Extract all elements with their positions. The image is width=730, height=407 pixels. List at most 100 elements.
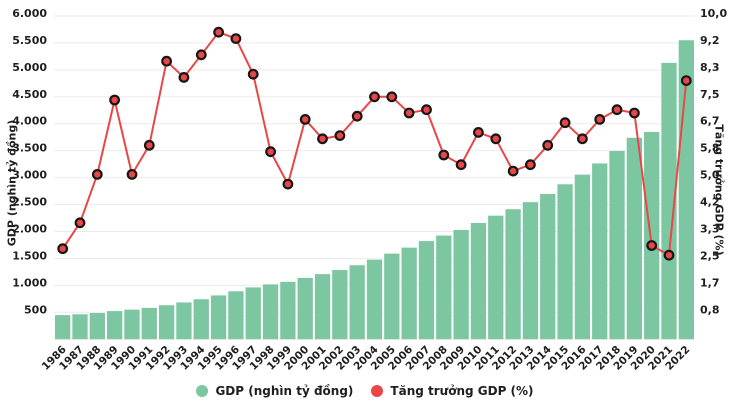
right-tick-8,3: 8,3 — [700, 61, 720, 74]
bar-1988[interactable] — [89, 313, 105, 340]
bar-1989[interactable] — [106, 311, 123, 340]
point-2018[interactable] — [611, 104, 623, 116]
gdp-legend-label: GDP (nghìn tỷ đồng) — [215, 384, 354, 398]
point-1996[interactable] — [230, 33, 242, 44]
left-tick-3.500: 3.500 — [12, 142, 47, 155]
point-2004[interactable] — [369, 91, 380, 103]
point-1987[interactable] — [74, 217, 86, 229]
legend-item-growth[interactable]: Tăng trưởng GDP (%) — [371, 384, 534, 398]
point-2000[interactable] — [299, 113, 311, 125]
bar-1990[interactable] — [124, 309, 140, 340]
point-2011[interactable] — [490, 133, 502, 145]
bar-2009[interactable] — [453, 229, 469, 340]
left-axis-title: GDP (nghìn tỷ đồng) — [5, 119, 19, 247]
bar-1986[interactable] — [55, 315, 71, 340]
point-1991[interactable] — [143, 139, 155, 151]
point-2009[interactable] — [455, 159, 467, 171]
right-tick-5,8: 5,8 — [700, 142, 720, 155]
point-1998[interactable] — [265, 146, 277, 158]
bar-2020[interactable] — [644, 131, 660, 340]
bar-2006[interactable] — [401, 247, 417, 340]
left-tick-2.000: 2.000 — [12, 223, 47, 236]
bar-2010[interactable] — [470, 222, 487, 340]
point-2015[interactable] — [559, 117, 571, 129]
point-2013[interactable] — [525, 159, 536, 171]
bar-2000[interactable] — [297, 277, 313, 340]
chart-legend: GDP (nghìn tỷ đồng) Tăng trưởng GDP (%) — [0, 384, 730, 398]
bar-1998[interactable] — [262, 284, 279, 340]
bar-2014[interactable] — [540, 193, 556, 340]
bar-2002[interactable] — [332, 270, 348, 340]
left-tick-6.000: 6.000 — [12, 7, 47, 20]
left-tick-3.000: 3.000 — [12, 169, 47, 182]
point-1988[interactable] — [91, 168, 103, 180]
bar-1996[interactable] — [228, 291, 244, 340]
point-2017[interactable] — [594, 113, 606, 125]
bar-2017[interactable] — [592, 163, 608, 340]
point-2005[interactable] — [386, 91, 398, 103]
left-tick-1.000: 1.000 — [12, 276, 47, 289]
point-2021[interactable] — [663, 249, 675, 261]
legend-item-gdp[interactable]: GDP (nghìn tỷ đồng) — [196, 384, 353, 398]
bar-2001[interactable] — [314, 274, 331, 340]
point-1999[interactable] — [282, 178, 294, 190]
bar-2021[interactable] — [661, 62, 677, 340]
bar-1997[interactable] — [245, 287, 261, 340]
point-2022[interactable] — [680, 75, 692, 86]
point-1995[interactable] — [213, 26, 225, 38]
bar-2019[interactable] — [626, 137, 643, 340]
bar-2003[interactable] — [349, 265, 365, 340]
bar-2013[interactable] — [522, 202, 539, 340]
right-tick-0,8: 0,8 — [700, 303, 720, 316]
bar-1987[interactable] — [72, 314, 88, 340]
left-tick-5.500: 5.500 — [12, 34, 47, 47]
bar-2015[interactable] — [557, 184, 573, 340]
line-series-growth — [57, 26, 692, 261]
point-1989[interactable] — [109, 94, 120, 106]
right-tick-2,5: 2,5 — [700, 249, 720, 262]
bar-2004[interactable] — [366, 259, 383, 340]
point-2008[interactable] — [438, 149, 450, 161]
bar-2018[interactable] — [609, 150, 625, 340]
bar-series-gdp — [55, 40, 694, 340]
point-2020[interactable] — [646, 240, 658, 251]
bar-1994[interactable] — [193, 299, 209, 340]
point-1997[interactable] — [247, 68, 259, 80]
bar-1991[interactable] — [141, 307, 157, 340]
right-tick-6,7: 6,7 — [700, 115, 720, 128]
point-2016[interactable] — [577, 133, 588, 145]
left-tick-2.500: 2.500 — [12, 196, 47, 209]
point-2014[interactable] — [542, 139, 554, 151]
point-1990[interactable] — [126, 168, 138, 180]
point-2007[interactable] — [421, 104, 432, 116]
bar-1995[interactable] — [210, 295, 227, 340]
left-tick-1.500: 1.500 — [12, 249, 47, 262]
point-1994[interactable] — [195, 49, 207, 61]
point-2010[interactable] — [473, 126, 484, 138]
bar-1999[interactable] — [280, 281, 296, 340]
bar-2007[interactable] — [418, 241, 435, 340]
point-2002[interactable] — [334, 130, 346, 142]
left-tick-4.500: 4.500 — [12, 88, 47, 101]
point-2003[interactable] — [351, 110, 363, 122]
point-2006[interactable] — [403, 107, 415, 119]
point-2019[interactable] — [629, 107, 640, 119]
gdp-legend-dot — [196, 385, 209, 397]
point-1992[interactable] — [161, 55, 173, 67]
point-1986[interactable] — [57, 243, 69, 255]
right-tick-7,5: 7,5 — [700, 88, 720, 101]
bar-2012[interactable] — [505, 209, 521, 340]
point-1993[interactable] — [178, 71, 190, 83]
point-2012[interactable] — [507, 165, 519, 177]
growth-legend-dot — [371, 385, 384, 397]
bar-2005[interactable] — [384, 253, 400, 340]
bar-2016[interactable] — [574, 174, 591, 340]
bar-2011[interactable] — [488, 215, 504, 340]
bar-1993[interactable] — [176, 302, 192, 340]
left-tick-500: 500 — [24, 303, 47, 316]
bar-1992[interactable] — [158, 305, 175, 340]
bar-2008[interactable] — [436, 235, 452, 340]
x-axis-labels: 1986198719881989199019911992199319941995… — [40, 344, 693, 373]
point-2001[interactable] — [317, 133, 328, 145]
